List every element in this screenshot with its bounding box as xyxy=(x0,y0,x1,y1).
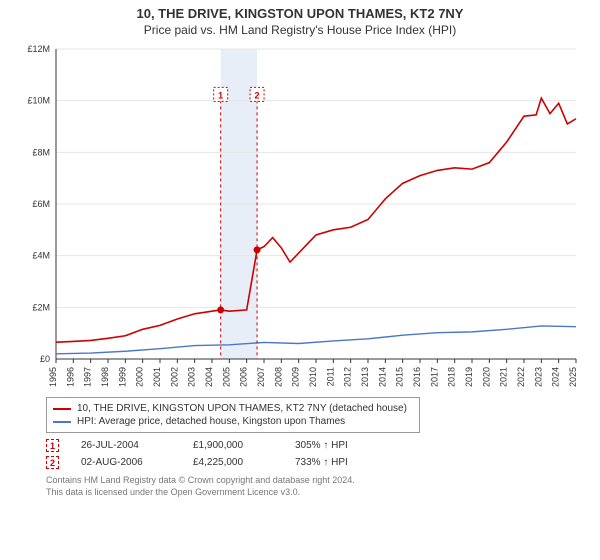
svg-text:£2M: £2M xyxy=(32,302,50,312)
svg-text:2009: 2009 xyxy=(291,367,301,387)
svg-text:2006: 2006 xyxy=(239,367,249,387)
sale-price: £1,900,000 xyxy=(193,440,273,451)
title-sub: Price paid vs. HM Land Registry's House … xyxy=(10,23,590,37)
svg-text:2008: 2008 xyxy=(273,367,283,387)
svg-text:2013: 2013 xyxy=(360,367,370,387)
legend-swatch xyxy=(53,421,71,423)
svg-text:£10M: £10M xyxy=(27,96,50,106)
svg-text:£4M: £4M xyxy=(32,251,50,261)
footer-line2: This data is licensed under the Open Gov… xyxy=(46,487,590,499)
sale-pct: 305% ↑ HPI xyxy=(295,440,385,451)
svg-text:2024: 2024 xyxy=(551,367,561,387)
svg-text:2003: 2003 xyxy=(187,367,197,387)
sale-marker-box: 1 xyxy=(46,439,59,452)
svg-text:2001: 2001 xyxy=(152,367,162,387)
line-chart-svg: £0 £2M £4M £6M £8M £10M £12M 1995 1996 1997 1998 19… xyxy=(10,41,586,391)
svg-text:2016: 2016 xyxy=(412,367,422,387)
svg-text:2004: 2004 xyxy=(204,367,214,387)
svg-text:£0: £0 xyxy=(40,354,50,364)
svg-text:2019: 2019 xyxy=(464,367,474,387)
svg-text:2010: 2010 xyxy=(308,367,318,387)
legend-label: 10, THE DRIVE, KINGSTON UPON THAMES, KT2… xyxy=(77,403,407,414)
svg-text:1997: 1997 xyxy=(83,367,93,387)
svg-text:2023: 2023 xyxy=(533,367,543,387)
svg-text:1996: 1996 xyxy=(65,367,75,387)
legend-row: HPI: Average price, detached house, King… xyxy=(53,415,413,428)
chart-container: 10, THE DRIVE, KINGSTON UPON THAMES, KT2… xyxy=(0,0,600,560)
svg-text:£6M: £6M xyxy=(32,199,50,209)
sale-pct: 733% ↑ HPI xyxy=(295,457,385,468)
svg-text:£8M: £8M xyxy=(32,147,50,157)
chart-area: £0 £2M £4M £6M £8M £10M £12M 1995 1996 1997 1998 19… xyxy=(10,41,590,391)
svg-text:2002: 2002 xyxy=(169,367,179,387)
svg-text:1: 1 xyxy=(218,90,223,100)
svg-text:2: 2 xyxy=(255,90,260,100)
footer-attribution: Contains HM Land Registry data © Crown c… xyxy=(46,475,590,498)
footer-line1: Contains HM Land Registry data © Crown c… xyxy=(46,475,590,487)
legend-row: 10, THE DRIVE, KINGSTON UPON THAMES, KT2… xyxy=(53,402,413,415)
sale-annotations: 1 26-JUL-2004 £1,900,000 305% ↑ HPI 2 02-AUG-… xyxy=(46,439,590,469)
svg-text:2015: 2015 xyxy=(395,367,405,387)
svg-text:2025: 2025 xyxy=(568,367,578,387)
svg-text:2018: 2018 xyxy=(447,367,457,387)
svg-text:2012: 2012 xyxy=(343,367,353,387)
titles: 10, THE DRIVE, KINGSTON UPON THAMES, KT2… xyxy=(10,6,590,37)
sale-price: £4,225,000 xyxy=(193,457,273,468)
svg-text:2011: 2011 xyxy=(325,367,335,386)
sale-date: 02-AUG-2006 xyxy=(81,457,171,468)
sale-date: 26-JUL-2004 xyxy=(81,440,171,451)
sale-row: 1 26-JUL-2004 £1,900,000 305% ↑ HPI xyxy=(46,439,590,452)
legend: 10, THE DRIVE, KINGSTON UPON THAMES, KT2… xyxy=(46,397,420,433)
title-main: 10, THE DRIVE, KINGSTON UPON THAMES, KT2… xyxy=(10,6,590,21)
legend-swatch xyxy=(53,408,71,410)
svg-text:2020: 2020 xyxy=(481,367,491,387)
svg-text:2022: 2022 xyxy=(516,367,526,387)
svg-text:2014: 2014 xyxy=(377,367,387,387)
svg-text:2021: 2021 xyxy=(499,367,509,387)
svg-text:1995: 1995 xyxy=(48,367,58,387)
svg-text:2007: 2007 xyxy=(256,367,266,387)
svg-text:1998: 1998 xyxy=(100,367,110,387)
svg-text:2000: 2000 xyxy=(135,367,145,387)
svg-text:£12M: £12M xyxy=(27,44,50,54)
svg-text:1999: 1999 xyxy=(117,367,127,387)
legend-label: HPI: Average price, detached house, King… xyxy=(77,416,345,427)
svg-text:2017: 2017 xyxy=(429,367,439,387)
svg-text:2005: 2005 xyxy=(221,367,231,387)
sale-marker-box: 2 xyxy=(46,456,59,469)
sale-row: 2 02-AUG-2006 £4,225,000 733% ↑ HPI xyxy=(46,456,590,469)
